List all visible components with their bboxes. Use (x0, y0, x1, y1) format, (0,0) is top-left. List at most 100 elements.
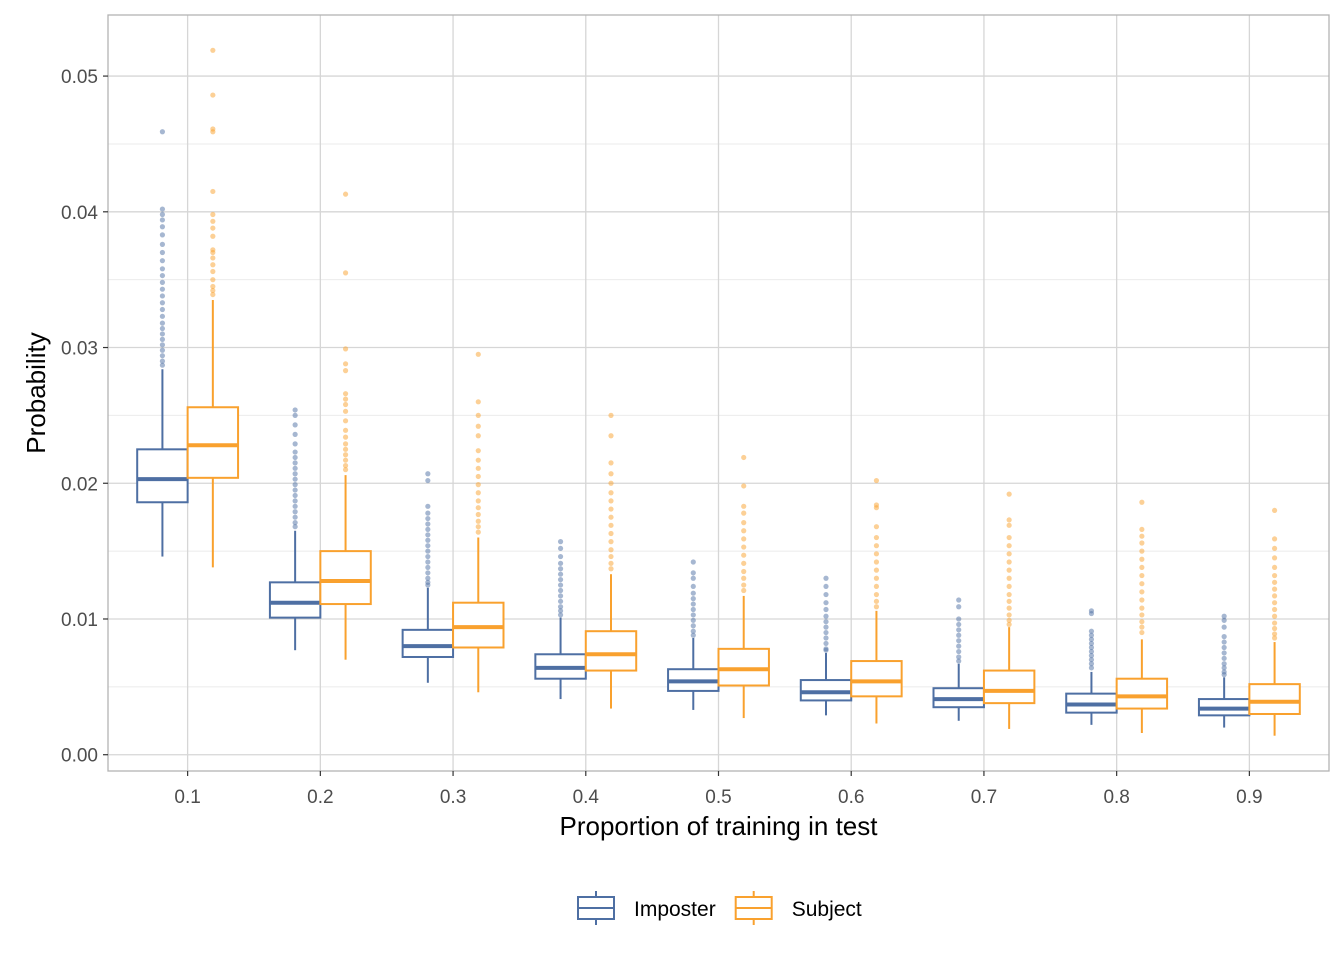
outlier-point (873, 534, 880, 541)
outlier-point (1221, 661, 1227, 667)
outlier-point (557, 612, 564, 618)
outlier-point (608, 412, 614, 418)
outlier-point (1006, 559, 1012, 565)
outlier-point (741, 544, 747, 550)
outlier-point (475, 529, 481, 535)
outlier-point (342, 463, 349, 469)
outlier-point (873, 559, 880, 565)
outlier-point (823, 635, 829, 641)
outlier-point (608, 433, 614, 439)
outlier-point (608, 566, 614, 572)
outlier-point (1006, 534, 1012, 541)
outlier-point (690, 628, 696, 634)
outlier-point (608, 506, 614, 512)
outlier-point (1221, 672, 1227, 678)
outlier-point (873, 505, 880, 511)
outlier-point (342, 434, 349, 440)
outlier-point (475, 457, 481, 463)
outlier-point (342, 396, 349, 402)
outlier-point (1221, 613, 1227, 619)
outlier-point (159, 206, 166, 212)
legend-item-imposter: Imposter (577, 891, 716, 925)
outlier-point (475, 490, 481, 496)
box (850, 660, 903, 698)
outlier-point (1088, 640, 1095, 647)
outlier-point (342, 446, 349, 452)
outlier-point (1271, 631, 1278, 637)
outlier-point (292, 520, 298, 526)
outlier-point (292, 482, 298, 488)
x-tick-label: 0.5 (705, 787, 731, 808)
outlier-point (741, 560, 747, 566)
outlier-point (690, 559, 696, 565)
outlier-point (690, 601, 696, 607)
outlier-point (159, 217, 166, 223)
outlier-point (425, 575, 431, 581)
outlier-point (159, 325, 166, 332)
outlier-point (608, 490, 614, 496)
outlier-point (1139, 540, 1145, 546)
x-tick-label: 0.8 (1103, 787, 1129, 808)
outlier-point (1006, 575, 1012, 581)
outlier-point (1271, 635, 1278, 641)
outlier-point (1006, 612, 1012, 618)
outlier-point (292, 465, 298, 471)
box (452, 601, 505, 649)
outlier-point (342, 408, 349, 414)
y-tick-label: 0.05 (61, 67, 98, 88)
box (268, 581, 322, 619)
outlier-point (159, 306, 166, 313)
outlier-point (557, 553, 564, 560)
outlier-point (1139, 581, 1145, 587)
outlier-point (557, 577, 564, 583)
outlier-point (1271, 613, 1278, 619)
outlier-point (741, 528, 747, 534)
outlier-point (1271, 620, 1278, 626)
outlier-point (741, 575, 747, 581)
outlier-point (873, 583, 880, 590)
box (401, 628, 455, 658)
outlier-point (159, 224, 166, 230)
outlier-point (210, 283, 216, 290)
outlier-point (823, 606, 829, 613)
outlier-point (475, 511, 481, 518)
outlier-point (1221, 617, 1227, 623)
y-tick-label: 0.03 (61, 339, 98, 360)
outlier-point (557, 560, 564, 566)
outlier-point (608, 560, 614, 566)
box (319, 550, 372, 606)
outlier-point (1006, 567, 1012, 573)
legend-item-subject: Subject (734, 891, 862, 925)
outlier-point (210, 249, 216, 256)
outlier-point (292, 514, 298, 520)
outlier-point (425, 477, 431, 484)
outlier-point (159, 241, 166, 247)
outlier-point (475, 433, 481, 439)
outlier-point (1139, 612, 1145, 618)
outlier-point (823, 591, 829, 598)
outlier-point (292, 431, 298, 437)
outlier-point (1271, 625, 1278, 632)
outlier-point (1088, 628, 1095, 634)
outlier-point (741, 568, 747, 575)
outlier-point (342, 427, 349, 433)
outlier-point (956, 604, 962, 610)
outlier-point (1088, 644, 1095, 651)
outlier-point (425, 559, 431, 565)
outlier-point (557, 604, 564, 610)
outlier-point (557, 587, 564, 594)
outlier-point (475, 482, 481, 488)
outlier-point (823, 613, 829, 619)
outlier-point (210, 188, 216, 195)
outlier-point (823, 619, 829, 625)
x-tick-label: 0.4 (573, 787, 600, 808)
outlier-point (292, 492, 298, 499)
outlier-point (475, 465, 481, 471)
outlier-point (425, 515, 431, 522)
outlier-point (210, 291, 216, 298)
outlier-point (1221, 639, 1227, 645)
outlier-point (475, 412, 481, 418)
outlier-point (1006, 517, 1012, 523)
outlier-point (159, 362, 166, 368)
outlier-point (159, 313, 166, 319)
